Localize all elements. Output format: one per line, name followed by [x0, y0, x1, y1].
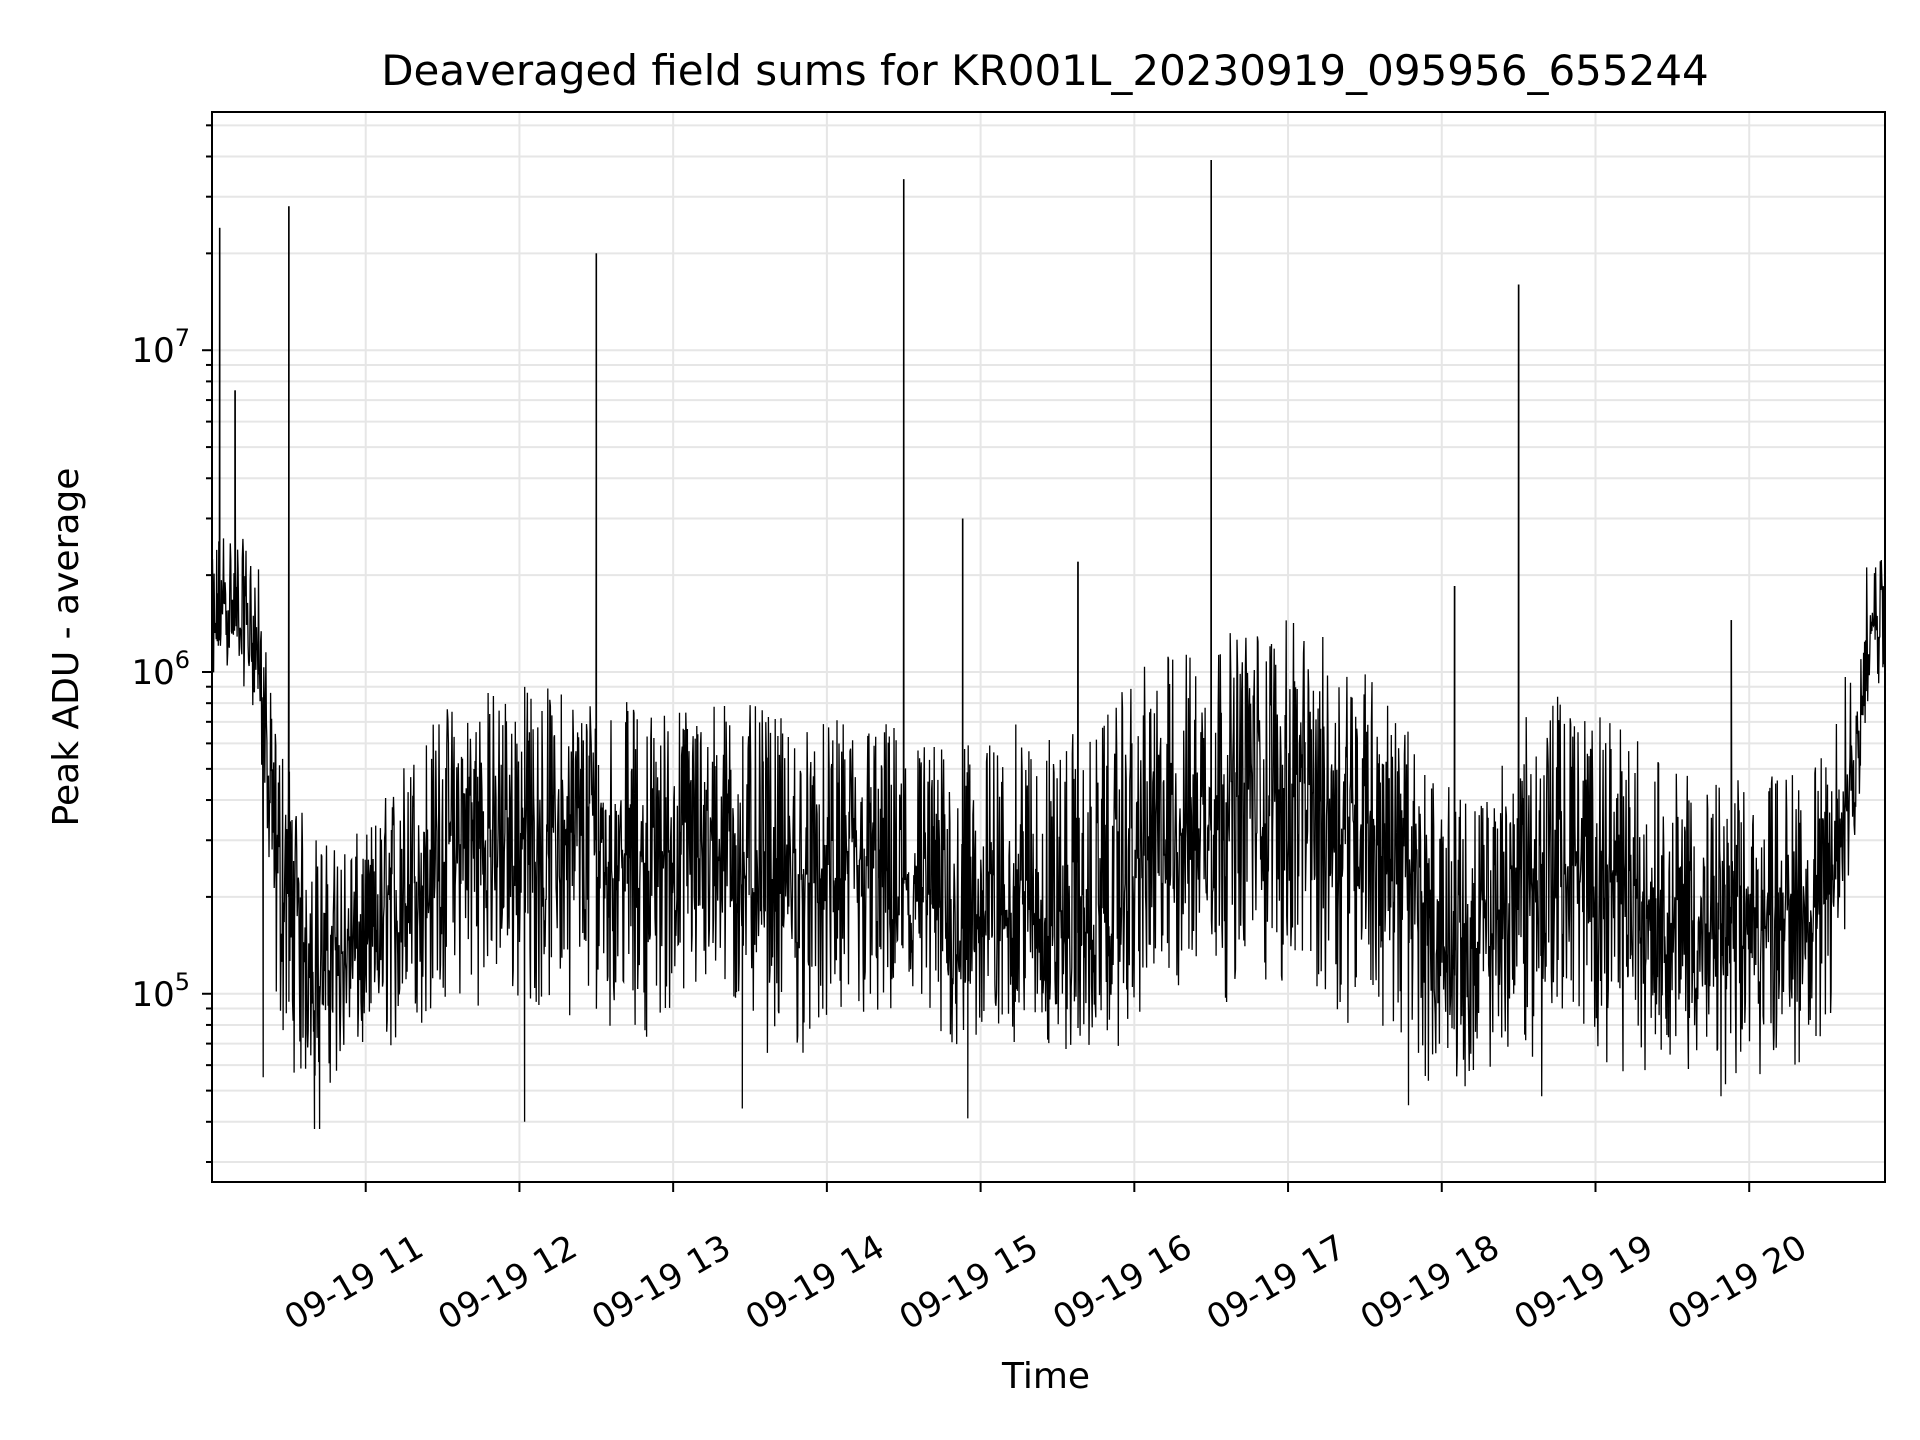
- x-tick-label: 09-19 13: [585, 1227, 737, 1338]
- y-axis-label: Peak ADU - average: [46, 468, 87, 827]
- x-tick-label: 09-19 15: [893, 1227, 1045, 1338]
- y-axis: 105 106 107: [131, 124, 212, 1164]
- x-tick-label: 09-19 18: [1354, 1227, 1506, 1338]
- x-tick-label: 09-19 14: [739, 1227, 891, 1338]
- series-path: [211, 159, 1886, 1130]
- grid: [212, 112, 1885, 1182]
- x-tick-label: 09-19 11: [278, 1227, 430, 1338]
- x-axis: 09-19 11 09-19 12 09-19 13 09-19 14 09-19 15…: [278, 1182, 1814, 1338]
- plot-frame: [211, 111, 1886, 1183]
- x-tick-label: 09-19 19: [1508, 1227, 1660, 1338]
- x-tick-label: 09-19 12: [432, 1227, 584, 1338]
- y-tick-label: 106: [131, 646, 190, 693]
- y-tick-label: 107: [131, 324, 190, 371]
- x-tick-label: 09-19 17: [1200, 1227, 1352, 1338]
- chart-title: Deaveraged field sums for KR001L_2023091…: [381, 46, 1709, 95]
- x-tick-label: 09-19 20: [1661, 1227, 1813, 1338]
- x-axis-label: Time: [1001, 1356, 1090, 1397]
- x-tick-label: 09-19 16: [1046, 1227, 1198, 1338]
- y-tick-label: 105: [131, 968, 190, 1015]
- series-line: [211, 159, 1886, 1130]
